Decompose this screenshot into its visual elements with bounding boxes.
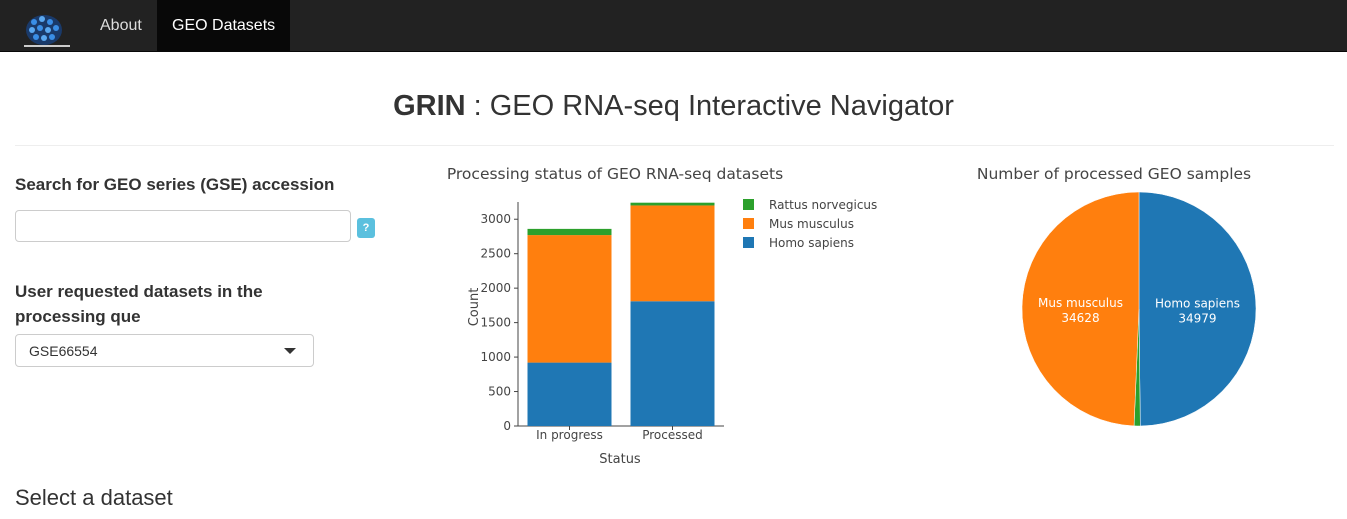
x-axis-label: Status bbox=[599, 452, 641, 467]
requested-selected-value: GSE66554 bbox=[29, 343, 98, 359]
page-title-rest: : GEO RNA-seq Interactive Navigator bbox=[465, 90, 954, 122]
y-tick-label: 2500 bbox=[480, 247, 511, 261]
gse-search-input[interactable] bbox=[15, 210, 351, 242]
pie-slice bbox=[1138, 191, 1257, 427]
legend-label: Homo sapiens bbox=[769, 236, 854, 250]
legend-swatch bbox=[743, 237, 754, 248]
chevron-down-icon bbox=[284, 348, 296, 354]
bar-segment bbox=[527, 235, 612, 363]
y-tick-label: 0 bbox=[503, 419, 511, 433]
search-label: Search for GEO series (GSE) accession bbox=[15, 175, 335, 194]
x-tick-label: Processed bbox=[642, 428, 703, 442]
bar-segment bbox=[527, 228, 612, 236]
legend-swatch bbox=[743, 199, 754, 210]
pie-slice-value: 34979 bbox=[1178, 312, 1216, 326]
y-tick-label: 3000 bbox=[480, 212, 511, 226]
page-title-bold: GRIN bbox=[393, 90, 466, 122]
bar-segment bbox=[630, 205, 715, 302]
pie-slice-name: Homo sapiens bbox=[1155, 297, 1240, 311]
select-dataset-heading: Select a dataset bbox=[15, 485, 173, 510]
grin-logo-icon[interactable] bbox=[22, 10, 72, 48]
title-divider bbox=[15, 145, 1334, 146]
pie-slice-value: 34628 bbox=[1061, 311, 1099, 325]
bar-plot-area: 0 500 1000 1500 2000 2500 3000 In progress Proce… bbox=[480, 198, 877, 442]
bar-segment bbox=[527, 362, 612, 426]
requested-datasets-select[interactable]: GSE66554 bbox=[15, 334, 314, 367]
nav-geo-datasets[interactable]: GEO Datasets bbox=[157, 0, 291, 51]
pie-chart-title: Number of processed GEO samples bbox=[977, 165, 1251, 183]
requested-label-line1: User requested datasets in the bbox=[15, 282, 263, 301]
y-axis-label: Count bbox=[467, 288, 482, 327]
nav-about[interactable]: About bbox=[100, 17, 142, 34]
requested-label-line2: processing que bbox=[15, 307, 141, 326]
y-tick-label: 1500 bbox=[480, 316, 511, 330]
y-tick-label: 500 bbox=[488, 385, 511, 399]
y-tick-label: 1000 bbox=[480, 350, 511, 364]
processing-status-chart: Processing status of GEO RNA-seq dataset… bbox=[447, 165, 877, 467]
bar-chart-title: Processing status of GEO RNA-seq dataset… bbox=[447, 165, 783, 183]
legend-label: Mus musculus bbox=[769, 217, 854, 231]
top-navbar: About GEO Datasets bbox=[0, 0, 1347, 52]
legend-label: Rattus norvegicus bbox=[769, 198, 877, 212]
page-title: GRIN : GEO RNA-seq Interactive Navigator bbox=[0, 90, 1347, 123]
pie-slice bbox=[1021, 191, 1140, 427]
y-tick-label: 2000 bbox=[480, 281, 511, 295]
processed-samples-pie: Number of processed GEO samples Homo sap… bbox=[977, 165, 1257, 427]
x-tick-label: In progress bbox=[536, 428, 603, 442]
bar-segment bbox=[630, 301, 715, 426]
bar-segment bbox=[630, 202, 715, 206]
legend-swatch bbox=[743, 218, 754, 229]
pie-slice-name: Mus musculus bbox=[1038, 296, 1123, 310]
help-icon[interactable]: ? bbox=[357, 218, 375, 238]
